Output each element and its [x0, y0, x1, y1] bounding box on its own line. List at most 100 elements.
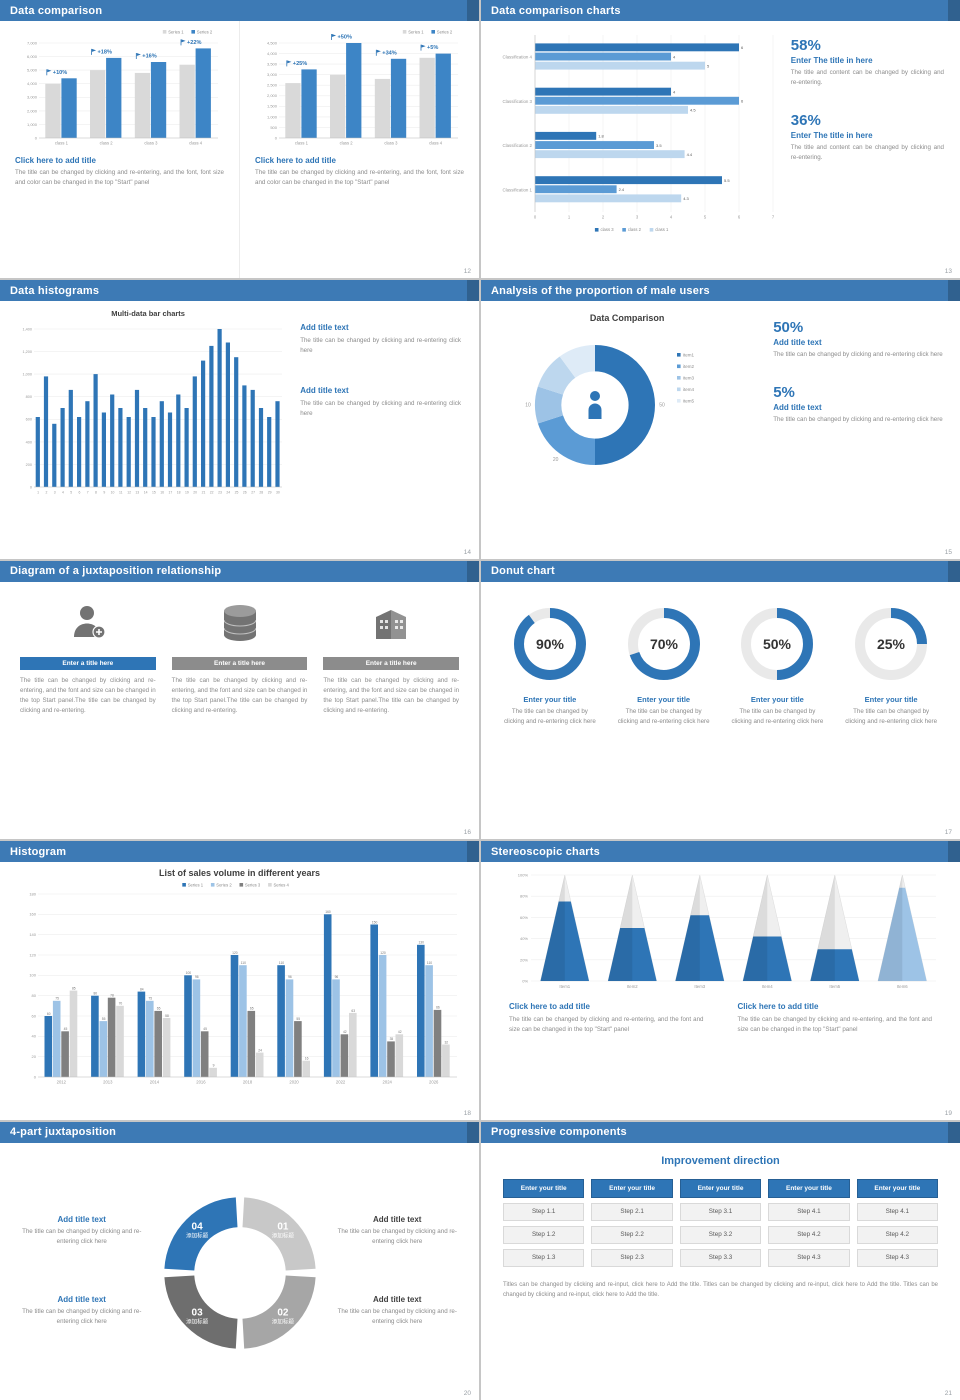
- svg-text:55: 55: [102, 1017, 106, 1021]
- svg-text:27: 27: [251, 491, 255, 495]
- slide-body: Enter a title here The title can be chan…: [0, 582, 479, 839]
- slide-4-part-juxtaposition[interactable]: 4-part juxtaposition Add title text The …: [0, 1121, 479, 1400]
- svg-text:90%: 90%: [536, 636, 565, 652]
- svg-text:29: 29: [268, 491, 272, 495]
- slide-data-comparison[interactable]: Data comparison 7,000 6,000 5,000 4,000 3,00…: [0, 0, 479, 279]
- icon-area: [172, 596, 308, 650]
- svg-text:1,400: 1,400: [22, 328, 32, 332]
- gauge-title: Enter your title: [523, 694, 577, 704]
- svg-text:100: 100: [29, 973, 36, 978]
- slide-data-histograms[interactable]: Data histograms Multi-data bar charts 1,…: [0, 280, 479, 559]
- footer-note: Titles can be changed by clicking and re…: [503, 1281, 938, 1298]
- subtitle: Improvement direction: [661, 1154, 780, 1167]
- caption-title: Click here to add title: [509, 1002, 590, 1012]
- ring-diagram: 01 添加标题 02 添加标题 03 添加标题 04 添加标题: [152, 1185, 328, 1361]
- svg-text:class 1: class 1: [655, 227, 669, 232]
- svg-text:0: 0: [34, 1075, 37, 1080]
- svg-text:42: 42: [343, 1030, 347, 1034]
- svg-text:15: 15: [152, 491, 156, 495]
- gauge-chart-25: 25%: [849, 602, 933, 686]
- slide-title: Stereoscopic charts: [491, 845, 600, 858]
- title-bar: Enter a title here: [323, 656, 460, 670]
- svg-text:6: 6: [741, 45, 744, 50]
- svg-text:10: 10: [111, 491, 115, 495]
- slide-title: 4-part juxtaposition: [10, 1126, 117, 1139]
- svg-text:4: 4: [673, 89, 676, 94]
- block-body: The title can be changed by clicking and…: [337, 1308, 457, 1326]
- chart-panel: Data Comparison 50 20 10 item1 item2 item3 ite…: [481, 301, 773, 558]
- slide-data-comparison-charts[interactable]: Data comparison charts 0 1 2 3 4 5 6 7 Classific…: [481, 0, 960, 279]
- stats-panel: 50% Add title text The title can be chan…: [773, 301, 960, 558]
- slide-header: Analysis of the proportion of male users: [481, 280, 960, 302]
- step-item: Step 4.1: [768, 1202, 850, 1221]
- svg-text:6: 6: [738, 215, 741, 220]
- svg-text:Series 1: Series 1: [188, 883, 204, 888]
- svg-text:30: 30: [276, 491, 280, 495]
- block-body: The title can be changed by clicking and…: [22, 1308, 142, 1326]
- svg-text:7,000: 7,000: [27, 40, 38, 45]
- svg-text:添加标题: 添加标题: [186, 1318, 209, 1326]
- horizontal-bar-chart: 0 1 2 3 4 5 6 7 Classification 4 6 4 5 Classificatio…: [485, 29, 787, 234]
- slide-male-users-proportion[interactable]: Analysis of the proportion of male users…: [481, 280, 960, 559]
- column-body: The title can be changed by clicking and…: [20, 676, 156, 714]
- svg-text:item5: item5: [683, 399, 695, 404]
- svg-text:21: 21: [202, 491, 206, 495]
- svg-text:20: 20: [553, 457, 559, 463]
- svg-text:96: 96: [195, 975, 199, 979]
- svg-text:2013: 2013: [103, 1080, 113, 1085]
- svg-text:84: 84: [140, 988, 144, 992]
- svg-text:23: 23: [218, 491, 222, 495]
- slide-donut-chart[interactable]: Donut chart 90% Enter your title The tit…: [481, 560, 960, 840]
- svg-text:45: 45: [203, 1027, 207, 1031]
- slide-histogram[interactable]: Histogram List of sales volume in differ…: [0, 841, 479, 1120]
- svg-text:500: 500: [270, 125, 277, 130]
- svg-text:2.4: 2.4: [619, 187, 625, 192]
- step-item: Step 4.2: [768, 1225, 850, 1244]
- svg-text:6: 6: [79, 491, 81, 495]
- svg-text:20: 20: [193, 491, 197, 495]
- captions-row: Click here to add title The title can be…: [497, 1002, 944, 1035]
- svg-text:class 3: class 3: [601, 227, 615, 232]
- slide-title: Diagram of a juxtaposition relationship: [10, 565, 222, 578]
- step-column: Enter your title Step 3.1 Step 3.2 Step …: [679, 1178, 762, 1267]
- icon-area: [323, 596, 459, 650]
- svg-text:6,000: 6,000: [27, 54, 38, 59]
- stat-block: 50% Add title text The title can be chan…: [773, 319, 946, 360]
- svg-text:9: 9: [103, 491, 105, 495]
- slide-progressive-components[interactable]: Progressive components Improvement direc…: [481, 1121, 960, 1400]
- slide-juxtaposition-diagram[interactable]: Diagram of a juxtaposition relationship …: [0, 560, 479, 840]
- svg-text:65: 65: [157, 1007, 161, 1011]
- svg-text:24: 24: [258, 1049, 262, 1053]
- block-title: Add title text: [373, 1215, 422, 1225]
- svg-text:12: 12: [127, 491, 131, 495]
- svg-text:200: 200: [26, 463, 32, 467]
- diagram-column: Enter a title here The title can be chan…: [171, 596, 308, 839]
- slide-title: Data histograms: [10, 284, 100, 297]
- slide-title: Data comparison charts: [491, 4, 621, 17]
- svg-text:class 3: class 3: [144, 141, 158, 146]
- text-block: Add title text The title can be changed …: [300, 323, 461, 356]
- block-title: Add title text: [373, 1295, 422, 1305]
- svg-text:120: 120: [29, 953, 36, 958]
- svg-text:120: 120: [380, 951, 386, 955]
- svg-text:5,000: 5,000: [27, 68, 38, 73]
- svg-text:50%: 50%: [763, 636, 792, 652]
- svg-text:25%: 25%: [877, 636, 906, 652]
- stat-block: 5% Add title text The title can be chang…: [773, 384, 946, 425]
- svg-text:4.5: 4.5: [690, 108, 696, 113]
- svg-text:40%: 40%: [520, 936, 528, 941]
- svg-text:160: 160: [29, 912, 36, 917]
- svg-text:4,000: 4,000: [267, 51, 278, 56]
- step-item: Step 2.2: [591, 1225, 673, 1244]
- gauge-title: Enter your title: [864, 694, 918, 704]
- svg-text:4,500: 4,500: [267, 40, 278, 45]
- slide-stereoscopic-charts[interactable]: Stereoscopic charts 0% 20% 40% 60% 80% 100% It…: [481, 841, 960, 1120]
- step-column: Enter your title Step 4.1 Step 4.2 Step …: [768, 1178, 850, 1267]
- svg-text:7: 7: [87, 491, 89, 495]
- svg-text:1: 1: [568, 215, 571, 220]
- svg-text:+25%: +25%: [293, 61, 307, 67]
- svg-text:80: 80: [32, 993, 37, 998]
- svg-text:75: 75: [148, 997, 152, 1001]
- svg-text:11: 11: [119, 491, 123, 495]
